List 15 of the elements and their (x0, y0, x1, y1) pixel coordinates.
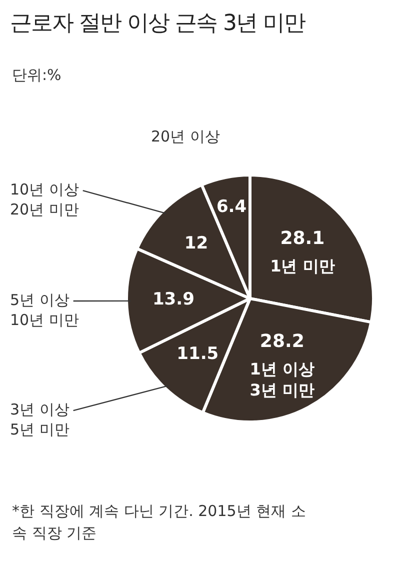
data-label: 6.4 (216, 197, 247, 218)
data-label: 28.1 (280, 228, 325, 249)
data-label: 13.9 (152, 289, 194, 310)
data-label: 12 (184, 233, 208, 254)
slice-label: 5년 이상 10년 미만 (10, 290, 79, 329)
slice-label: 10년 이상 20년 미만 (10, 180, 79, 218)
data-label: 11.5 (176, 344, 219, 364)
data-label: 28.2 (260, 331, 304, 352)
chart-title: 근로자 절반 이상 근속 3년 미만 (10, 10, 305, 38)
slice-label: 3년 이상 5년 미만 (10, 400, 70, 438)
slice-label: 1년 이상 3년 미만 (250, 360, 314, 400)
text: *한 직장에 계속 다닌 기간. 2015년 현재 소속 직장 기준 (12, 501, 307, 544)
slice-label: 20년 이상 (150, 127, 220, 146)
slice-label: 1년 미만 (270, 256, 335, 276)
chart-subtitle: 단위:% (12, 66, 62, 85)
